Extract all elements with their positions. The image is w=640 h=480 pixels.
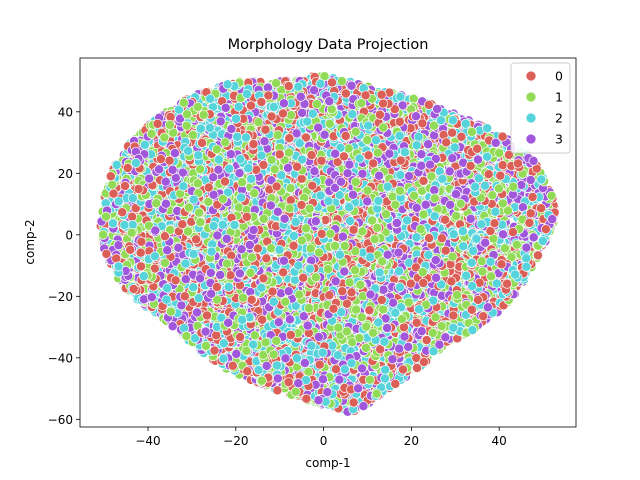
data-points (95, 71, 560, 417)
chart-title: Morphology Data Projection (228, 37, 429, 53)
